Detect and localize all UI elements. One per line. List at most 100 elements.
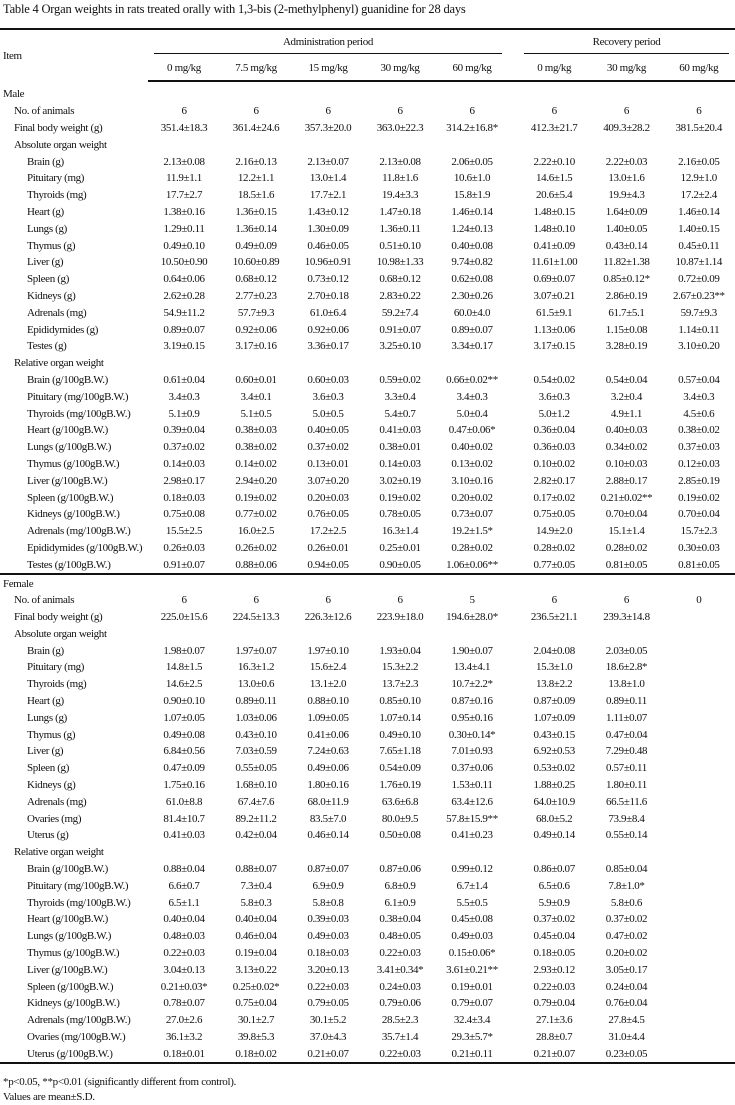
value-cell: 14.9±2.0 bbox=[536, 525, 573, 538]
value-cell: 0.40±0.08 bbox=[451, 239, 493, 252]
value-cell: 0.30±0.03 bbox=[678, 541, 720, 554]
value-cell: 1.13±0.06 bbox=[533, 323, 575, 336]
value-cell: 0.75±0.04 bbox=[235, 997, 277, 1010]
table-row: Thymus (g) 0.49±0.10 0.49±0.09 0.46±0.05 0.5… bbox=[0, 237, 735, 254]
value-cell: 0.18±0.05 bbox=[533, 947, 575, 960]
value-cell: 15.8±1.9 bbox=[453, 189, 491, 202]
value-cell: 61.5±9.1 bbox=[536, 306, 573, 319]
value-cell: 10.60±0.89 bbox=[232, 256, 280, 269]
value-cell: 0.89±0.11 bbox=[235, 695, 277, 708]
group-row: Relative organ weight bbox=[0, 844, 735, 861]
value-cell: 1.38±0.16 bbox=[163, 205, 205, 218]
value-cell: 2.06±0.05 bbox=[451, 155, 493, 168]
value-cell: 1.03±0.06 bbox=[235, 711, 277, 724]
value-cell: 61.0±8.8 bbox=[165, 795, 203, 808]
row-label: Thymus (g/100gB.W.) bbox=[27, 947, 120, 960]
value-cell: 0.68±0.12 bbox=[379, 273, 421, 286]
value-cell: 0.87±0.07 bbox=[307, 863, 349, 876]
value-cell: 226.3±12.6 bbox=[304, 611, 352, 624]
table-row: Adrenals (mg) 61.0±8.8 67.4±7.6 68.0±11.9 63… bbox=[0, 793, 735, 810]
value-cell: 17.2±2.4 bbox=[680, 189, 718, 202]
value-cell: 0.89±0.11 bbox=[605, 695, 647, 708]
value-cell: 1.07±0.05 bbox=[163, 711, 205, 724]
value-cell: 1.80±0.11 bbox=[605, 779, 647, 792]
value-cell: 0.14±0.02 bbox=[235, 457, 277, 470]
value-cell: 29.3±5.7* bbox=[451, 1031, 493, 1044]
row-label: Pituitary (mg/100gB.W.) bbox=[27, 879, 129, 892]
value-cell: 0.54±0.02 bbox=[533, 373, 575, 386]
value-cell: 6 bbox=[325, 594, 331, 607]
value-cell: 0.18±0.03 bbox=[163, 491, 205, 504]
value-cell: 0.49±0.03 bbox=[307, 930, 349, 943]
value-cell: 5.8±0.6 bbox=[610, 896, 642, 909]
value-cell: 2.94±0.20 bbox=[235, 474, 277, 487]
value-cell: 0.19±0.02 bbox=[379, 491, 421, 504]
value-cell: 3.10±0.16 bbox=[451, 474, 493, 487]
value-cell: 0.37±0.03 bbox=[678, 441, 720, 454]
value-cell: 0.87±0.09 bbox=[533, 695, 575, 708]
value-cell: 5.8±0.3 bbox=[240, 896, 272, 909]
value-cell bbox=[663, 642, 735, 659]
value-cell: 17.7±2.1 bbox=[309, 189, 347, 202]
group-label: Absolute organ weight bbox=[14, 138, 107, 151]
group-row: Relative organ weight bbox=[0, 355, 735, 372]
value-cell: 0.64±0.06 bbox=[163, 273, 205, 286]
value-cell: 1.48±0.10 bbox=[533, 222, 575, 235]
value-cell bbox=[663, 793, 735, 810]
value-cell bbox=[663, 810, 735, 827]
administration-period-header: Administration period bbox=[154, 32, 503, 54]
value-cell: 10.98±1.33 bbox=[376, 256, 424, 269]
value-cell: 6 bbox=[551, 105, 558, 118]
value-cell: 5.1±0.5 bbox=[240, 407, 272, 420]
value-cell: 61.7±5.1 bbox=[608, 306, 645, 319]
value-cell: 0.40±0.05 bbox=[307, 424, 349, 437]
value-cell: 1.30±0.09 bbox=[307, 222, 349, 235]
value-cell: 57.8±15.9** bbox=[446, 812, 498, 825]
value-cell: 0.66±0.02** bbox=[446, 373, 498, 386]
row-label: No. of animals bbox=[14, 594, 75, 607]
value-cell: 0.38±0.01 bbox=[379, 441, 421, 454]
value-cell: 0.19±0.02 bbox=[678, 491, 720, 504]
value-cell: 0.26±0.01 bbox=[307, 541, 349, 554]
value-cell: 11.8±1.6 bbox=[382, 172, 418, 185]
row-label: Heart (g/100gB.W.) bbox=[27, 424, 108, 437]
value-cell: 20.6±5.4 bbox=[536, 189, 573, 202]
value-cell: 0.70±0.04 bbox=[678, 508, 720, 521]
row-label: Spleen (g) bbox=[27, 762, 70, 775]
value-cell bbox=[663, 827, 735, 844]
value-cell: 239.3±14.8 bbox=[603, 611, 650, 624]
value-cell: 0.49±0.08 bbox=[163, 728, 205, 741]
value-cell: 0.17±0.02 bbox=[533, 491, 575, 504]
row-label: Liver (g/100gB.W.) bbox=[27, 963, 108, 976]
value-cell: 32.4±3.4 bbox=[453, 1014, 491, 1027]
table-row: Liver (g/100gB.W.) 2.98±0.17 2.94±0.20 3.07… bbox=[0, 472, 735, 489]
value-cell: 27.0±2.6 bbox=[165, 1014, 203, 1027]
row-label: Thyroids (mg) bbox=[27, 678, 87, 691]
value-cell: 59.2±7.4 bbox=[381, 306, 419, 319]
value-cell: 0.72±0.09 bbox=[678, 273, 720, 286]
value-cell: 0.19±0.02 bbox=[235, 491, 277, 504]
value-cell: 14.6±2.5 bbox=[165, 678, 203, 691]
value-cell: 0.87±0.16 bbox=[451, 695, 493, 708]
value-cell: 223.9±18.0 bbox=[376, 611, 424, 624]
row-label: Epididymides (g/100gB.W.) bbox=[27, 541, 143, 554]
value-cell: 0.46±0.14 bbox=[307, 829, 349, 842]
table-row: Thymus (g/100gB.W.) 0.14±0.03 0.14±0.02 0.1… bbox=[0, 456, 735, 473]
value-cell: 7.24±0.63 bbox=[307, 745, 349, 758]
value-cell: 0.28±0.02 bbox=[605, 541, 648, 554]
value-cell: 80.0±9.5 bbox=[381, 812, 419, 825]
value-cell: 3.07±0.20 bbox=[307, 474, 349, 487]
recovery-period-header: Recovery period bbox=[524, 32, 729, 54]
row-label: Adrenals (mg) bbox=[27, 795, 87, 808]
value-cell: 6.84±0.56 bbox=[163, 745, 205, 758]
table-row: Spleen (g/100gB.W.) 0.18±0.03 0.19±0.02 0.2… bbox=[0, 489, 735, 506]
value-cell: 0.95±0.16 bbox=[451, 711, 493, 724]
value-cell bbox=[663, 861, 735, 878]
table-row: Epididymides (g/100gB.W.) 0.26±0.03 0.26±0… bbox=[0, 540, 735, 557]
value-cell: 2.77±0.23 bbox=[235, 289, 277, 302]
value-cell: 0.38±0.02 bbox=[235, 441, 277, 454]
group-row: Absolute organ weight bbox=[0, 626, 735, 643]
value-cell: 0.18±0.03 bbox=[307, 947, 349, 960]
value-cell: 12.2±1.1 bbox=[237, 172, 275, 185]
value-cell: 7.8±1.0* bbox=[608, 879, 645, 892]
